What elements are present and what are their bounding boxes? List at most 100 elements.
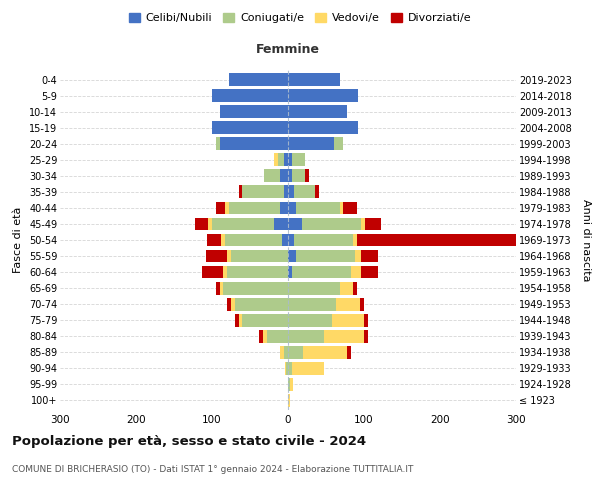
Bar bbox=[288, 106, 347, 118]
Bar bbox=[202, 266, 223, 278]
Bar bbox=[360, 298, 364, 310]
Bar bbox=[288, 298, 336, 310]
Bar bbox=[280, 346, 284, 358]
Bar bbox=[288, 122, 358, 134]
Y-axis label: Anni di nascita: Anni di nascita bbox=[581, 198, 591, 281]
Bar bbox=[227, 250, 231, 262]
Text: Popolazione per età, sesso e stato civile - 2024: Popolazione per età, sesso e stato civil… bbox=[12, 435, 366, 448]
Bar bbox=[288, 154, 292, 166]
Bar bbox=[361, 266, 377, 278]
Bar bbox=[340, 282, 353, 294]
Bar bbox=[355, 250, 361, 262]
Bar bbox=[288, 202, 296, 214]
Bar bbox=[302, 218, 361, 230]
Bar bbox=[225, 202, 229, 214]
Bar bbox=[365, 218, 382, 230]
Bar bbox=[288, 362, 292, 374]
Bar bbox=[288, 138, 334, 150]
Bar bbox=[231, 250, 288, 262]
Bar bbox=[221, 234, 225, 246]
Bar bbox=[316, 186, 319, 198]
Bar bbox=[239, 186, 242, 198]
Bar bbox=[288, 282, 340, 294]
Bar bbox=[292, 170, 305, 182]
Bar bbox=[263, 330, 267, 342]
Bar bbox=[353, 282, 357, 294]
Bar bbox=[296, 202, 340, 214]
Bar bbox=[259, 330, 263, 342]
Bar bbox=[284, 186, 288, 198]
Bar bbox=[288, 250, 296, 262]
Bar bbox=[288, 266, 292, 278]
Bar bbox=[361, 250, 377, 262]
Bar bbox=[229, 202, 280, 214]
Bar bbox=[208, 218, 212, 230]
Bar bbox=[288, 218, 302, 230]
Bar bbox=[242, 314, 288, 326]
Bar bbox=[288, 170, 292, 182]
Bar bbox=[284, 154, 288, 166]
Bar bbox=[223, 282, 288, 294]
Bar bbox=[212, 122, 288, 134]
Legend: Celibi/Nubili, Coniugati/e, Vedovi/e, Divorziati/e: Celibi/Nubili, Coniugati/e, Vedovi/e, Di… bbox=[124, 8, 476, 28]
Bar bbox=[332, 314, 364, 326]
Bar bbox=[280, 170, 288, 182]
Bar bbox=[292, 154, 305, 166]
Bar bbox=[288, 234, 294, 246]
Bar bbox=[288, 314, 332, 326]
Bar bbox=[364, 330, 368, 342]
Text: Femmine: Femmine bbox=[256, 44, 320, 57]
Bar bbox=[294, 186, 316, 198]
Bar bbox=[235, 314, 239, 326]
Bar bbox=[284, 346, 288, 358]
Bar bbox=[212, 89, 288, 102]
Bar bbox=[296, 250, 355, 262]
Bar bbox=[325, 330, 364, 342]
Bar bbox=[263, 170, 280, 182]
Bar bbox=[305, 170, 309, 182]
Bar bbox=[231, 298, 235, 310]
Bar bbox=[361, 218, 365, 230]
Bar bbox=[206, 250, 227, 262]
Bar bbox=[288, 394, 290, 407]
Bar bbox=[216, 202, 225, 214]
Bar bbox=[347, 346, 351, 358]
Bar bbox=[286, 362, 288, 374]
Bar bbox=[212, 218, 274, 230]
Bar bbox=[220, 138, 288, 150]
Bar bbox=[288, 89, 358, 102]
Bar bbox=[220, 106, 288, 118]
Bar bbox=[194, 218, 208, 230]
Bar bbox=[220, 282, 223, 294]
Bar bbox=[282, 234, 288, 246]
Bar bbox=[290, 378, 293, 391]
Bar bbox=[343, 202, 357, 214]
Bar bbox=[336, 298, 360, 310]
Bar bbox=[288, 73, 340, 86]
Bar bbox=[239, 314, 242, 326]
Bar bbox=[288, 346, 303, 358]
Bar bbox=[285, 362, 286, 374]
Bar bbox=[227, 266, 288, 278]
Bar bbox=[280, 202, 288, 214]
Bar bbox=[274, 154, 278, 166]
Bar bbox=[340, 202, 343, 214]
Y-axis label: Fasce di età: Fasce di età bbox=[13, 207, 23, 273]
Bar bbox=[225, 234, 282, 246]
Bar bbox=[353, 234, 357, 246]
Bar bbox=[216, 138, 220, 150]
Bar bbox=[294, 234, 353, 246]
Bar bbox=[227, 298, 231, 310]
Bar bbox=[216, 282, 220, 294]
Bar bbox=[303, 346, 347, 358]
Bar bbox=[292, 362, 324, 374]
Bar bbox=[288, 378, 290, 391]
Bar bbox=[288, 330, 325, 342]
Bar bbox=[334, 138, 343, 150]
Bar bbox=[364, 314, 368, 326]
Bar bbox=[351, 266, 361, 278]
Bar bbox=[357, 234, 517, 246]
Bar bbox=[223, 266, 227, 278]
Bar bbox=[274, 218, 288, 230]
Bar bbox=[288, 186, 294, 198]
